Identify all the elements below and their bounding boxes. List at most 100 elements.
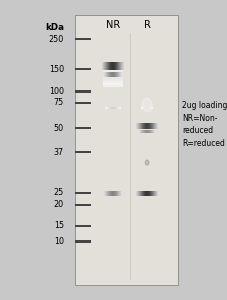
Text: 75: 75: [53, 98, 64, 107]
Bar: [103, 72, 104, 76]
Bar: [102, 83, 123, 85]
Bar: [114, 72, 115, 76]
Bar: [152, 123, 153, 129]
Circle shape: [141, 98, 151, 112]
Bar: [146, 130, 147, 133]
Bar: [119, 191, 120, 196]
Bar: [151, 130, 152, 133]
Bar: [145, 191, 146, 196]
Bar: [142, 123, 143, 129]
Text: 150: 150: [49, 64, 64, 74]
Bar: [154, 123, 155, 129]
Circle shape: [145, 160, 148, 165]
Bar: [111, 191, 112, 196]
Bar: [102, 68, 123, 69]
Bar: [139, 130, 140, 133]
Bar: [141, 191, 142, 196]
Bar: [107, 191, 108, 196]
Bar: [144, 130, 145, 133]
Bar: [142, 191, 143, 196]
Bar: [109, 62, 110, 70]
Bar: [104, 191, 105, 196]
Bar: [75, 224, 91, 227]
Bar: [142, 130, 143, 133]
Bar: [102, 74, 123, 76]
Bar: [145, 130, 146, 133]
Bar: [102, 70, 123, 72]
Bar: [102, 67, 123, 68]
Bar: [118, 191, 119, 196]
Bar: [103, 62, 104, 70]
Bar: [75, 127, 91, 129]
Bar: [147, 123, 148, 129]
Bar: [111, 72, 112, 76]
Bar: [143, 123, 144, 129]
Bar: [138, 191, 139, 196]
Bar: [138, 130, 139, 133]
Bar: [150, 123, 151, 129]
Bar: [121, 62, 122, 70]
Bar: [112, 72, 113, 76]
Bar: [119, 62, 120, 70]
Bar: [119, 72, 120, 76]
Bar: [110, 72, 111, 76]
Text: 15: 15: [54, 221, 64, 230]
Text: 37: 37: [54, 148, 64, 157]
Bar: [147, 130, 148, 133]
Bar: [102, 77, 123, 79]
Bar: [114, 62, 115, 70]
Bar: [109, 191, 110, 196]
Text: kDa: kDa: [45, 22, 64, 32]
Bar: [143, 130, 144, 133]
Bar: [102, 79, 123, 80]
Bar: [118, 62, 119, 70]
Bar: [102, 73, 123, 75]
Bar: [102, 76, 123, 78]
Bar: [137, 191, 138, 196]
Bar: [117, 191, 118, 196]
Bar: [148, 123, 149, 129]
Bar: [153, 191, 154, 196]
Bar: [136, 191, 137, 196]
Bar: [144, 123, 145, 129]
Bar: [104, 62, 105, 70]
Bar: [116, 72, 117, 76]
Bar: [108, 72, 109, 76]
Bar: [145, 123, 146, 129]
Bar: [118, 72, 119, 76]
Bar: [105, 72, 106, 76]
Text: 20: 20: [54, 200, 64, 209]
Bar: [102, 78, 123, 80]
Text: 100: 100: [49, 87, 64, 96]
Bar: [75, 203, 91, 206]
Text: 25: 25: [53, 188, 64, 197]
Text: 250: 250: [48, 34, 64, 43]
Bar: [106, 72, 107, 76]
Bar: [148, 191, 149, 196]
Bar: [102, 80, 123, 81]
Bar: [140, 123, 141, 129]
Bar: [147, 191, 148, 196]
Bar: [102, 66, 123, 68]
Bar: [140, 130, 141, 133]
Bar: [150, 191, 151, 196]
Bar: [153, 123, 154, 129]
Bar: [151, 123, 152, 129]
Bar: [121, 191, 122, 196]
Bar: [106, 191, 107, 196]
Bar: [120, 191, 121, 196]
Bar: [102, 85, 123, 87]
Bar: [75, 38, 91, 40]
Bar: [104, 72, 105, 76]
Bar: [149, 130, 150, 133]
Bar: [148, 130, 149, 133]
Text: 10: 10: [54, 237, 64, 246]
Bar: [153, 130, 154, 133]
Bar: [107, 62, 108, 70]
Bar: [121, 72, 122, 76]
Text: 50: 50: [54, 124, 64, 133]
Bar: [106, 62, 107, 70]
Bar: [141, 130, 142, 133]
Text: 2ug loading
NR=Non-
reduced
R=reduced: 2ug loading NR=Non- reduced R=reduced: [182, 101, 227, 148]
Bar: [75, 101, 91, 103]
